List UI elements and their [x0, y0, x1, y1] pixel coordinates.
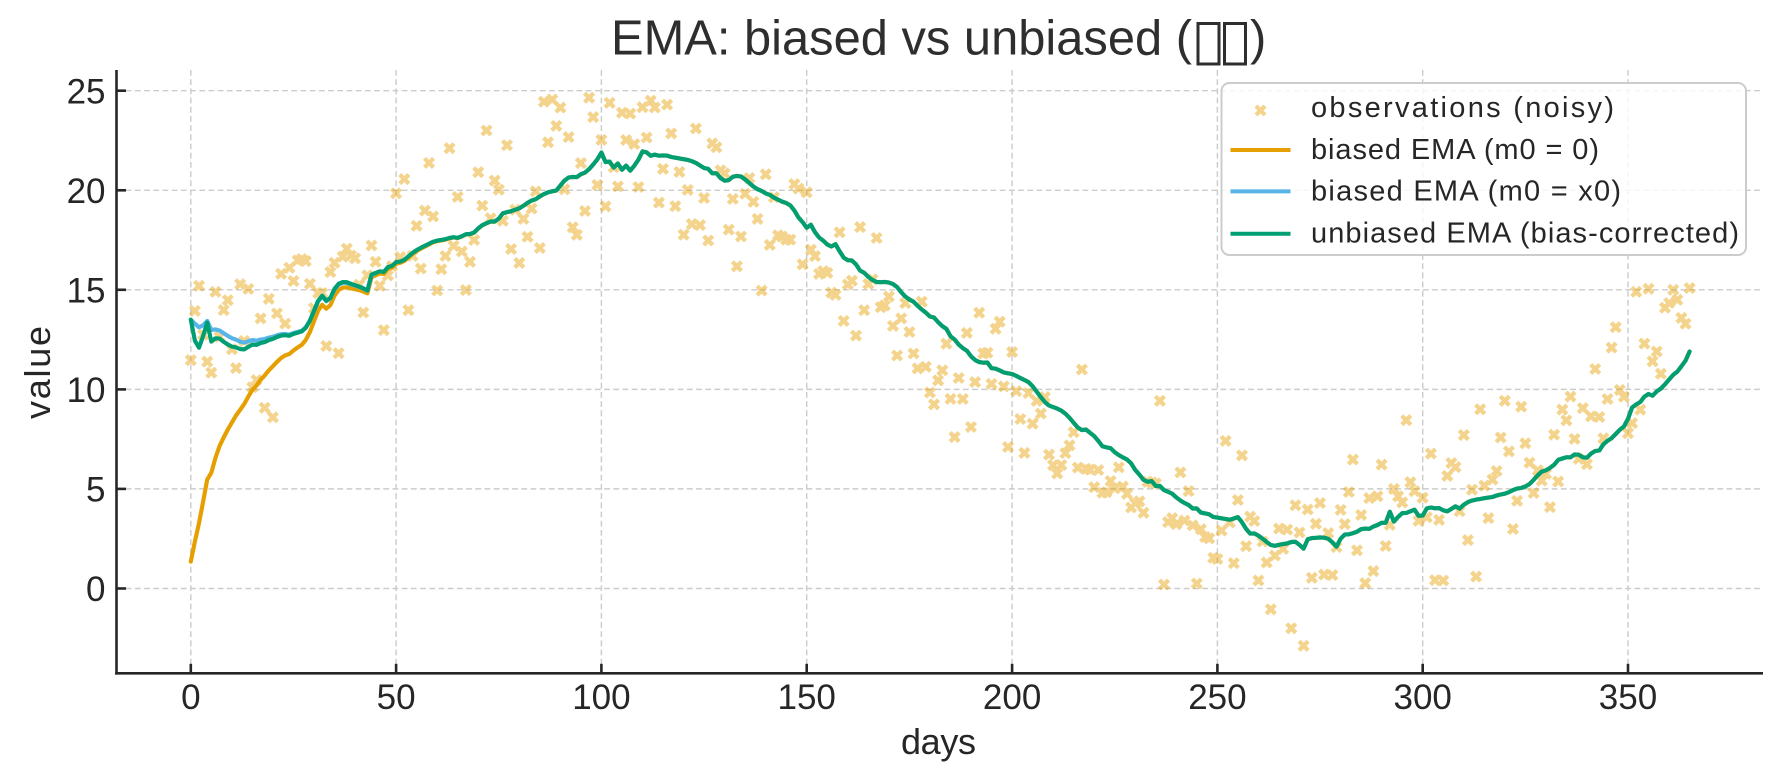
svg-text:20: 20 — [67, 172, 106, 211]
svg-text:5: 5 — [86, 471, 105, 510]
svg-text:100: 100 — [572, 678, 630, 717]
svg-text:250: 250 — [1188, 678, 1246, 717]
svg-text:50: 50 — [377, 678, 416, 717]
svg-text:biased EMA (m0 = 0): biased EMA (m0 = 0) — [1311, 134, 1599, 166]
svg-text:300: 300 — [1393, 678, 1451, 717]
svg-text:value: value — [17, 326, 58, 419]
svg-text:10: 10 — [67, 371, 106, 410]
svg-text:unbiased EMA (bias-corrected): unbiased EMA (bias-corrected) — [1311, 217, 1739, 249]
svg-text:0: 0 — [181, 678, 200, 717]
svg-text:): ) — [1250, 12, 1266, 66]
svg-text:0: 0 — [86, 570, 105, 609]
svg-text:350: 350 — [1599, 678, 1657, 717]
svg-text:150: 150 — [777, 678, 835, 717]
svg-text:25: 25 — [67, 72, 106, 111]
svg-text:observations (noisy): observations (noisy) — [1311, 92, 1614, 124]
svg-text:biased EMA (m0 = x0): biased EMA (m0 = x0) — [1311, 176, 1621, 208]
svg-text:days: days — [901, 721, 976, 762]
svg-text:EMA: biased vs unbiased (: EMA: biased vs unbiased ( — [611, 12, 1193, 66]
svg-text:15: 15 — [67, 271, 106, 310]
svg-text:200: 200 — [983, 678, 1041, 717]
